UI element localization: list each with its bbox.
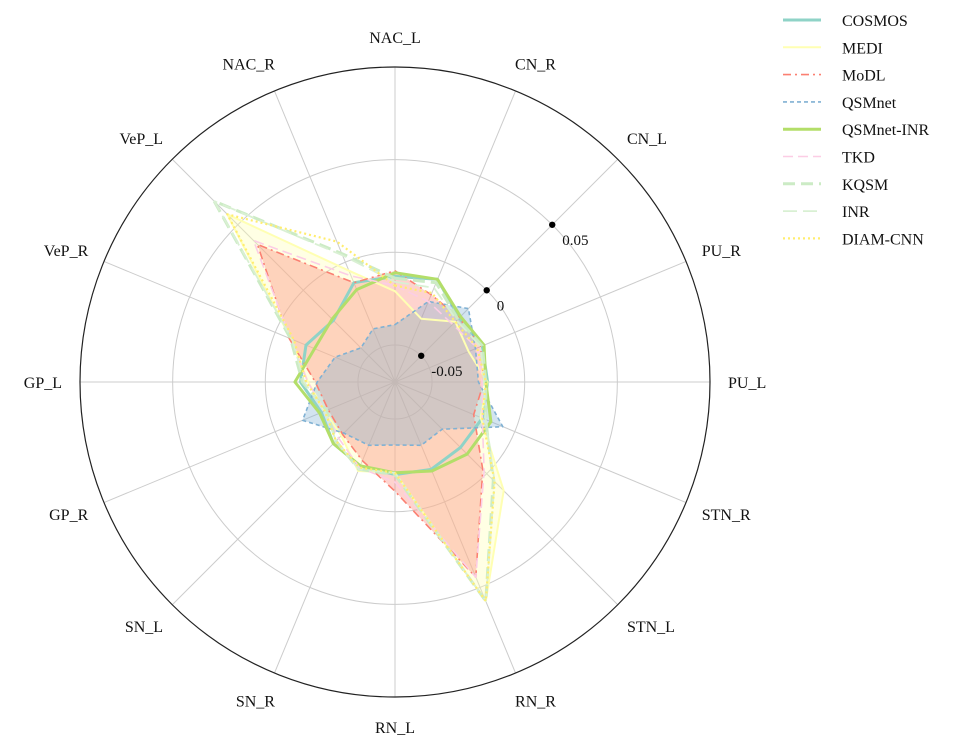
tick-dot-1 [483,287,490,294]
series-line-qsmnet [301,300,504,447]
legend: COSMOS MEDI MoDL QSMnet QSMnet-INR TKD KQSM INR… [783,13,929,248]
legend-label-tkd: TKD [842,150,875,167]
radar-outer-circle [79,66,711,698]
series-fill-medi [227,214,504,602]
spoke-nac_r [273,90,396,383]
spoke-vep_l [171,158,396,383]
axis-label-pu-l: PU_L [728,375,766,392]
series-lines [212,199,505,603]
legend-label-diam-cnn: DIAM-CNN [842,231,924,248]
axis-label-stn-l: STN_L [627,619,675,636]
axis-label-pu-r: PU_R [702,243,741,260]
spoke-sn_l [171,381,396,606]
legend-label-modl: MoDL [842,68,886,85]
radar-grid [80,67,710,697]
legend-label-inr: INR [842,204,870,221]
series-fill-qsmnet [302,301,503,446]
radial-ticks: 0.05 0 -0.05 [418,221,588,380]
series-fills [227,214,504,602]
axis-label-vep-r: VeP_R [44,243,89,260]
axis-label-cn-l: CN_L [627,131,667,148]
spoke-rn_r [394,381,517,674]
spoke-gp_r [103,381,396,504]
spoke-sn_r [273,381,396,674]
legend-label-qsmnet-inr: QSMnet-INR [842,122,929,139]
axis-label-nac-r: NAC_R [223,56,276,73]
tick-dot-0 [549,221,556,228]
axis-label-rn-r: RN_R [515,694,556,711]
axis-label-stn-r: STN_R [702,507,751,524]
tick-dot-2 [418,352,425,359]
category-labels: NAC_L CN_R CN_L PU_R PU_L STN_R STN_L RN_R RN_L S… [24,30,766,737]
spoke-pu_r [394,260,687,383]
series-fill-modl [257,244,484,578]
series-line-tkd [252,239,485,579]
axis-label-rn-l: RN_L [375,720,415,737]
tick-label-1: 0 [497,298,505,314]
spoke-stn_r [394,381,687,504]
spoke-cn_l [394,158,619,383]
axis-label-nac-l: NAC_L [369,30,421,47]
axis-label-cn-r: CN_R [515,56,556,73]
legend-label-medi: MEDI [842,40,883,57]
tick-label-0: 0.05 [562,233,588,249]
axis-label-sn-l: SN_L [125,619,163,636]
axis-label-vep-l: VeP_L [119,131,163,148]
spoke-stn_l [394,381,619,606]
outer-circle [79,66,711,698]
legend-label-cosmos: COSMOS [842,13,908,30]
axis-label-gp-r: GP_R [49,507,88,524]
tick-label-2: -0.05 [431,364,462,380]
spoke-cn_r [394,90,517,383]
legend-label-qsmnet: QSMnet [842,95,897,112]
legend-label-kqsm: KQSM [842,177,888,194]
axis-label-sn-r: SN_R [236,694,275,711]
series-line-diam-cnn [226,213,496,603]
spoke-vep_r [103,260,396,383]
axis-label-gp-l: GP_L [24,375,62,392]
